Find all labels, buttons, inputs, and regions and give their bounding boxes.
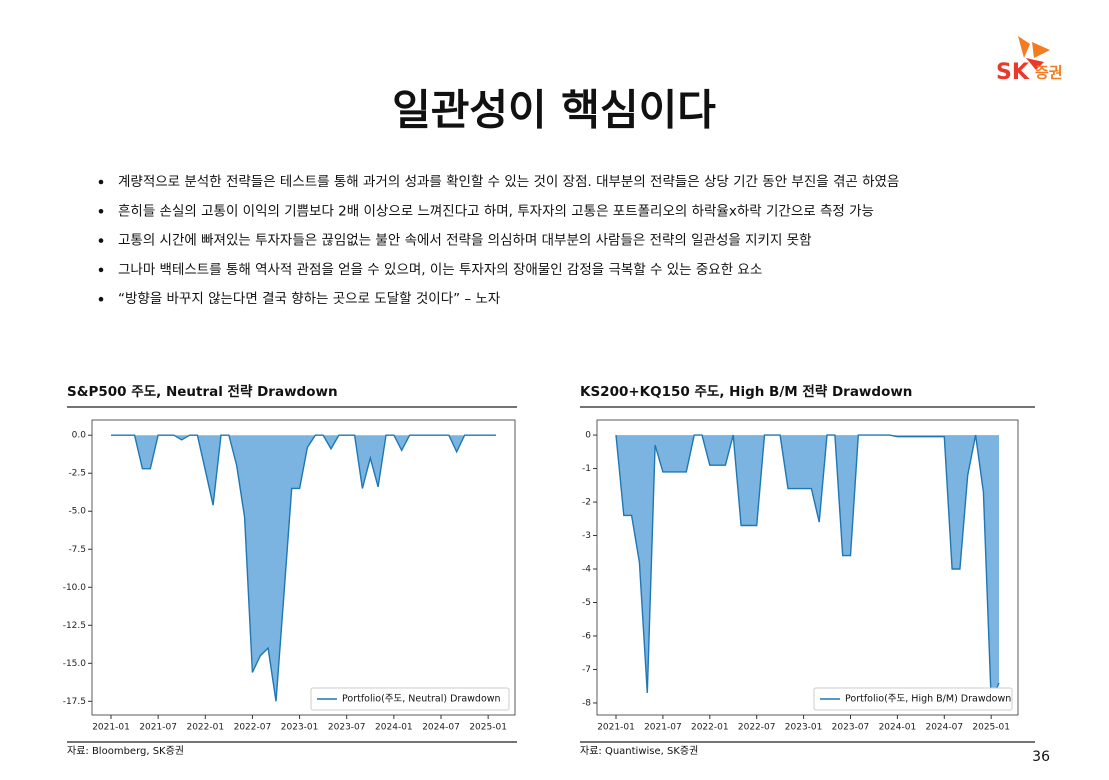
- y-tick-label: -2: [582, 498, 591, 508]
- bullet-dot: [98, 238, 104, 243]
- plot-frame: [91, 419, 516, 716]
- chart-source: 자료: Quantiwise, SK증권: [580, 745, 698, 757]
- plot-frame: [596, 419, 1019, 716]
- bullet-text: “방향을 바꾸지 않는다면 결국 향하는 곳으로 도달할 것이다” – 노자: [118, 291, 501, 307]
- legend: Portfolio(주도, Neutral) Drawdown: [310, 687, 510, 711]
- x-tick-label: 2023-07: [328, 723, 366, 733]
- bullet-dot: [98, 296, 104, 302]
- x-tick-label: 2025-01: [469, 723, 507, 733]
- page-number: 36: [1032, 749, 1050, 765]
- x-tick-label: 2024-01: [375, 723, 413, 733]
- legend-label: Portfolio(주도, Neutral) Drawdown: [342, 694, 501, 705]
- x-tick-label: 2023-07: [832, 723, 870, 733]
- y-tick-label: -4: [582, 565, 591, 575]
- x-tick-label: 2024-07: [422, 723, 460, 733]
- charts: S&P500 주도, Neutral 전략 Drawdown 자료: Bloomb…: [63, 383, 1035, 757]
- y-tick-label: -5.0: [68, 507, 86, 517]
- legend: Portfolio(주도, High B/M) Drawdown: [813, 687, 1013, 711]
- y-tick-label: 0: [585, 431, 591, 441]
- bullet-dot: [98, 267, 104, 273]
- logo-name: 증권: [1035, 64, 1063, 82]
- logo-brand: SK: [996, 60, 1030, 85]
- bullet-text: 흔히들 손실의 고통이 이익의 기쁨보다 2배 이상으로 느껴진다고 하며, 투…: [118, 203, 874, 219]
- y-tick-label: -2.5: [68, 469, 86, 479]
- logo-wing: [1032, 42, 1050, 58]
- bullet-text: 계량적으로 분석한 전략들은 테스트를 통해 과거의 성과를 확인할 수 있는 …: [118, 174, 899, 190]
- y-tick-label: -7: [582, 665, 591, 675]
- chart-source: 자료: Bloomberg, SK증권: [67, 745, 184, 757]
- y-tick-label: -15.0: [63, 659, 87, 669]
- bullet-dot: [98, 179, 104, 185]
- x-tick-label: 2024-01: [879, 723, 917, 733]
- logo-wing: [1026, 58, 1044, 70]
- bullet-list: 계량적으로 분석한 전략들은 테스트를 통해 과거의 성과를 확인할 수 있는 …: [98, 174, 899, 307]
- legend-box: [813, 687, 1013, 711]
- legend-label: Portfolio(주도, High B/M) Drawdown: [845, 694, 1011, 705]
- chart-title: S&P500 주도, Neutral 전략 Drawdown: [67, 383, 338, 400]
- x-tick-label: 2021-07: [644, 723, 682, 733]
- x-tick-label: 2024-07: [925, 723, 963, 733]
- x-tick-label: 2022-07: [234, 723, 272, 733]
- drawdown-area: [111, 435, 496, 702]
- y-tick-label: -1: [582, 464, 591, 474]
- drawdown-line: [111, 434, 496, 702]
- bullet-dot: [98, 209, 104, 214]
- x-tick-label: 2021-07: [139, 723, 177, 733]
- y-tick-label: -12.5: [63, 621, 86, 631]
- y-tick-label: -17.5: [63, 697, 86, 707]
- x-tick-label: 2021-01: [597, 723, 635, 733]
- logo: SK 증권: [996, 36, 1063, 85]
- y-tick-label: -3: [582, 531, 591, 541]
- y-tick-label: -7.5: [68, 545, 86, 555]
- x-tick-label: 2022-07: [738, 723, 776, 733]
- chart: S&P500 주도, Neutral 전략 Drawdown 자료: Bloomb…: [63, 383, 517, 757]
- y-tick-label: 0.0: [72, 431, 87, 441]
- logo-wing: [1018, 36, 1030, 58]
- slide-title: 일관성이 핵심이다: [392, 86, 716, 135]
- y-tick-label: -8: [582, 698, 591, 708]
- drawdown-line: [615, 434, 1000, 702]
- x-tick-label: 2022-01: [186, 723, 224, 733]
- y-tick-label: -6: [582, 631, 591, 641]
- chart: KS200+KQ150 주도, High B/M 전략 Drawdown 자료: …: [580, 383, 1035, 757]
- chart-title: KS200+KQ150 주도, High B/M 전략 Drawdown: [580, 383, 912, 400]
- x-tick-label: 2023-01: [785, 723, 823, 733]
- x-tick-label: 2022-01: [691, 723, 729, 733]
- bullet-text: 그나마 백테스트를 통해 역사적 관점을 얻을 수 있으며, 이는 투자자의 장…: [118, 262, 762, 278]
- x-tick-label: 2025-01: [972, 723, 1010, 733]
- drawdown-area: [616, 435, 999, 702]
- x-tick-label: 2023-01: [281, 723, 319, 733]
- legend-box: [310, 687, 510, 711]
- y-tick-label: -10.0: [63, 583, 87, 593]
- y-tick-label: -5: [582, 598, 591, 608]
- bullet-text: 고통의 시간에 빠져있는 투자자들은 끊임없는 불안 속에서 전략을 의심하며 …: [118, 233, 812, 249]
- x-tick-label: 2021-01: [92, 723, 130, 733]
